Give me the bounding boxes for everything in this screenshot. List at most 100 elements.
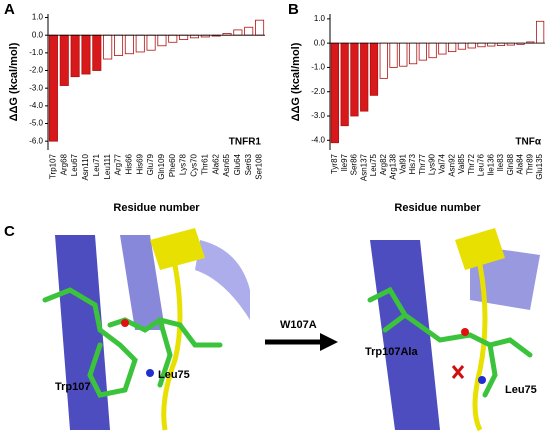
y-tick-label: -2.0 xyxy=(29,66,43,75)
x-tick-label: Phe60 xyxy=(168,153,177,177)
x-tick-label: Lys78 xyxy=(179,153,188,175)
bar xyxy=(340,42,349,127)
bar xyxy=(179,34,189,41)
x-tick-label: Asn137 xyxy=(359,153,368,181)
y-tick-label: -6.0 xyxy=(29,136,43,145)
panel-label: C xyxy=(4,223,15,240)
x-tick-label: Ser86 xyxy=(350,153,359,175)
bar xyxy=(457,42,467,50)
x-tick-label: Ile97 xyxy=(340,153,349,171)
x-tick-label: Leu76 xyxy=(477,153,486,176)
x-tick-label: Val85 xyxy=(457,153,466,173)
x-tick-label: His69 xyxy=(135,153,144,174)
bar xyxy=(408,42,418,65)
x-tick-label: Arg77 xyxy=(114,153,123,175)
bar xyxy=(48,34,58,142)
y-tick-label: 1.0 xyxy=(314,14,326,23)
x-tick-label: Ile83 xyxy=(496,153,505,171)
y-tick-label: -4.0 xyxy=(311,135,325,144)
x-tick-label: Ala84 xyxy=(516,153,525,174)
chart-tag: TNFR1 xyxy=(229,137,262,148)
x-tick-label: Thr61 xyxy=(200,153,209,174)
y-tick-label: 1.0 xyxy=(32,13,44,22)
mutation-label: W107A xyxy=(280,319,317,331)
x-tick-label: Glu79 xyxy=(146,153,155,175)
bar xyxy=(536,20,545,44)
structure-left xyxy=(30,228,250,431)
bar xyxy=(428,42,437,59)
structure-right xyxy=(367,228,540,432)
x-tick-label: Ser63 xyxy=(244,153,253,175)
y-tick-label: -3.0 xyxy=(29,83,43,92)
x-tick-label: Thr77 xyxy=(418,153,427,174)
x-tick-label: Val74 xyxy=(437,153,446,173)
bar xyxy=(103,34,113,60)
y-tick-label: -3.0 xyxy=(311,111,325,120)
bar xyxy=(399,42,408,67)
bar xyxy=(330,42,340,144)
y-tick-label: -5.0 xyxy=(29,119,43,128)
x-tick-label: Asn65 xyxy=(222,153,231,176)
y-tick-label: -1.0 xyxy=(311,63,325,72)
x-tick-label: Leu75 xyxy=(369,153,378,176)
bar xyxy=(92,34,102,71)
x-tick-label: Val91 xyxy=(398,153,407,173)
panel-label: B xyxy=(288,1,299,18)
x-tick-label: His66 xyxy=(124,153,133,174)
residue-label: Trp107Ala xyxy=(365,346,418,358)
bar xyxy=(157,34,167,47)
panel-label: A xyxy=(4,1,15,18)
residue-label: Trp107 xyxy=(55,381,90,393)
bar xyxy=(360,42,369,112)
x-tick-label: Ser108 xyxy=(255,153,264,179)
y-tick-label: 0.0 xyxy=(32,30,44,39)
x-tick-label: Arg138 xyxy=(389,153,398,179)
bar xyxy=(114,34,124,56)
x-tick-label: Cys70 xyxy=(190,153,199,176)
x-tick-label: Arg82 xyxy=(379,153,388,175)
x-tick-label: Lys90 xyxy=(428,153,437,175)
x-tick-label: Glu135 xyxy=(535,153,544,179)
y-axis-title: ΔΔG (kcal/mol) xyxy=(8,42,20,121)
x-tick-label: Gln88 xyxy=(506,153,515,175)
bar xyxy=(59,34,69,86)
x-tick-label: His73 xyxy=(408,153,417,174)
bar xyxy=(467,42,476,49)
x-tick-label: Tyr87 xyxy=(330,153,339,174)
bar xyxy=(379,42,388,79)
x-tick-label: Leu67 xyxy=(70,153,79,176)
x-tick-label: Ile136 xyxy=(486,153,495,175)
bar xyxy=(244,26,254,36)
bar xyxy=(168,34,178,43)
x-tick-label: Leu111 xyxy=(103,153,112,179)
y-tick-label: -1.0 xyxy=(29,48,43,57)
y-tick-label: -4.0 xyxy=(29,101,43,110)
bar xyxy=(448,42,457,53)
x-tick-label: Trp107 xyxy=(49,153,58,179)
arrow-head xyxy=(320,333,338,351)
y-axis-title: ΔΔG (kcal/mol) xyxy=(290,42,302,121)
residue-label: Leu75 xyxy=(505,384,537,396)
bar xyxy=(369,42,379,96)
residue-label: Leu75 xyxy=(158,369,190,381)
bar xyxy=(81,34,91,75)
x-tick-label: Glu64 xyxy=(233,153,242,175)
bar xyxy=(438,42,447,55)
bar xyxy=(255,19,265,36)
x-tick-label: Thr89 xyxy=(525,153,534,174)
bar xyxy=(418,42,427,61)
x-tick-label: Thr72 xyxy=(467,153,476,174)
bar xyxy=(389,42,398,68)
x-axis-title: Residue number xyxy=(394,202,481,214)
x-tick-label: Asn110 xyxy=(81,153,90,180)
bar xyxy=(70,34,80,78)
bar xyxy=(350,42,359,117)
y-tick-label: -2.0 xyxy=(311,87,325,96)
x-tick-label: Asn92 xyxy=(447,153,456,176)
bar xyxy=(146,34,156,51)
bar xyxy=(124,34,134,55)
bar xyxy=(135,34,145,53)
x-tick-label: Gln109 xyxy=(157,153,166,179)
x-tick-label: Arg68 xyxy=(59,153,68,175)
